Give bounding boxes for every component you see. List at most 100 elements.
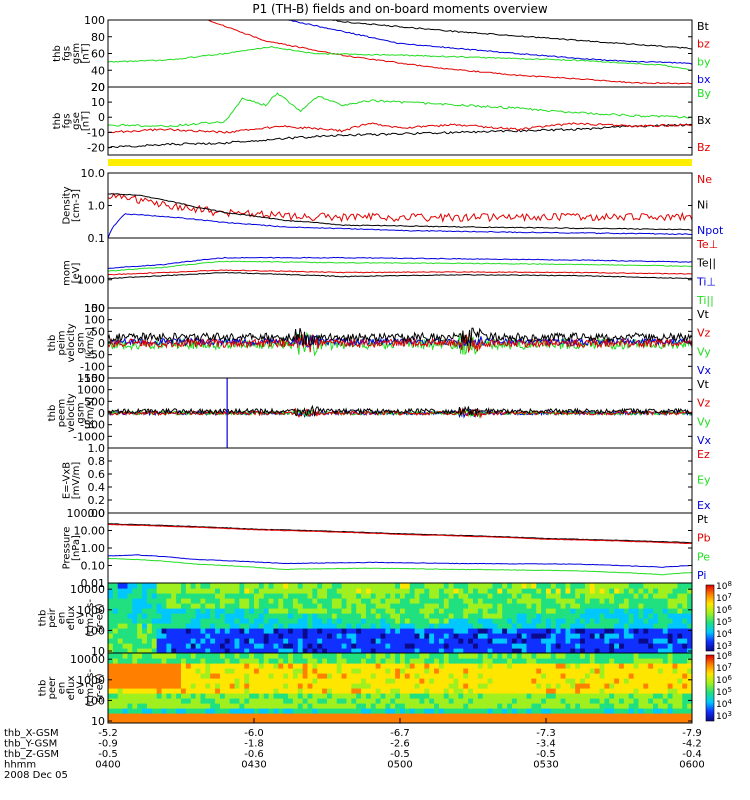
spectrogram-cell	[341, 708, 348, 714]
spectrogram-cell	[429, 678, 435, 684]
spectrogram-cell	[623, 663, 630, 669]
spectrogram-cell	[176, 618, 182, 624]
spectrogram-cell	[122, 618, 129, 624]
spectrogram-cell	[146, 713, 153, 719]
spectrogram-cell	[215, 718, 221, 723]
spectrogram-cell	[190, 643, 197, 649]
spectrogram-cell	[156, 583, 163, 589]
spectrogram-cell	[443, 683, 450, 689]
spectrogram-cell	[604, 623, 610, 629]
spectrogram-cell	[283, 653, 289, 659]
spectrogram-cell	[390, 658, 396, 664]
spectrogram-cell	[122, 638, 129, 644]
spectrogram-cell	[219, 678, 226, 684]
spectrogram-cell	[492, 683, 498, 689]
spectrogram-cell	[448, 708, 455, 714]
legend-label: Bz	[697, 141, 711, 154]
spectrogram-cell	[580, 688, 586, 694]
spectrogram-cell	[219, 593, 226, 599]
spectrogram-cell	[205, 618, 211, 624]
spectrogram-cell	[127, 648, 133, 653]
spectrogram-cell	[336, 623, 343, 629]
spectrogram-cell	[526, 633, 532, 639]
spectrogram-cell	[322, 638, 328, 644]
y-axis-label: thb	[47, 405, 58, 422]
spectrogram-cell	[200, 658, 206, 664]
spectrogram-cell	[429, 608, 435, 614]
spectrogram-cell	[122, 628, 129, 634]
spectrogram-cell	[604, 663, 610, 669]
spectrogram-cell	[249, 693, 255, 699]
series-Bz	[108, 122, 692, 134]
spectrogram-cell	[273, 598, 279, 604]
spectrogram-cell	[331, 628, 338, 634]
spectrogram-cell	[190, 628, 197, 634]
spectrogram-cell	[507, 588, 513, 594]
spectrogram-cell	[628, 663, 635, 669]
spectrogram-cell	[210, 608, 216, 614]
spectrogram-cell	[638, 608, 644, 614]
spectrogram-cell	[146, 688, 153, 694]
spectrogram-cell	[604, 613, 610, 619]
spectrogram-cell	[672, 598, 678, 604]
legend-label: Vx	[697, 434, 712, 447]
spectrogram-cell	[614, 593, 620, 599]
spectrogram-cell	[317, 688, 323, 694]
spectrogram-cell	[550, 633, 557, 639]
spectrogram-cell	[526, 583, 532, 589]
spectrogram-cell	[487, 588, 494, 594]
spectrogram-cell	[628, 588, 635, 594]
spectrogram-cell	[239, 613, 245, 619]
spectrogram-cell	[108, 653, 114, 659]
spectrogram-cell	[536, 613, 542, 619]
spectrogram-cell	[215, 608, 221, 614]
spectrogram-cell	[322, 703, 328, 709]
spectrogram-cell	[380, 703, 386, 709]
x-row-label: hhmm	[4, 760, 36, 771]
spectrogram-cell	[229, 608, 236, 614]
spectrogram-cell	[643, 718, 649, 723]
spectrogram-cell	[677, 658, 683, 664]
legend-label: Vt	[697, 378, 710, 391]
spectrogram-cell	[511, 603, 518, 609]
spectrogram-cell	[288, 638, 294, 644]
spectrogram-cell	[283, 713, 289, 719]
spectrogram-cell	[580, 623, 586, 629]
spectrogram-cell	[268, 598, 275, 604]
spectrogram-cell	[648, 638, 654, 644]
spectrogram-cell	[171, 593, 177, 599]
spectrogram-cell	[229, 678, 236, 684]
spectrogram-cell	[443, 613, 450, 619]
spectrogram-cell	[453, 593, 459, 599]
spectrogram-cell	[531, 668, 537, 674]
y-axis-label: eV	[76, 611, 87, 624]
spectrogram-cell	[297, 653, 304, 659]
spectrogram-cell	[443, 643, 450, 649]
spectrogram-cell	[205, 648, 211, 653]
spectrogram-cell	[526, 628, 532, 634]
spectrogram-cell	[492, 663, 498, 669]
spectrogram-cell	[424, 618, 430, 624]
spectrogram-cell	[365, 613, 372, 619]
spectrogram-cell	[628, 593, 635, 599]
spectrogram-cell	[409, 658, 416, 664]
spectrogram-cell	[380, 678, 386, 684]
legend-label: Ti||	[696, 294, 714, 307]
spectrogram-cell	[108, 703, 114, 709]
spectrogram-cell	[653, 648, 659, 653]
spectrogram-cell	[122, 708, 129, 714]
spectrogram-cell	[434, 643, 440, 649]
spectrogram-cell	[477, 623, 484, 629]
spectrogram-cell	[288, 598, 294, 604]
spectrogram-cell	[395, 613, 401, 619]
spectrogram-cell	[400, 698, 406, 704]
spectrogram-cell	[146, 613, 153, 619]
spectrogram-cell	[609, 648, 615, 653]
spectrogram-cell	[473, 673, 479, 679]
spectrogram-cell	[511, 693, 518, 699]
legend-label: Ey	[697, 474, 711, 487]
spectrogram-cell	[502, 633, 508, 639]
spectrogram-cell	[682, 618, 688, 624]
spectrogram-cell	[443, 658, 450, 664]
spectrogram-cell	[161, 643, 167, 649]
